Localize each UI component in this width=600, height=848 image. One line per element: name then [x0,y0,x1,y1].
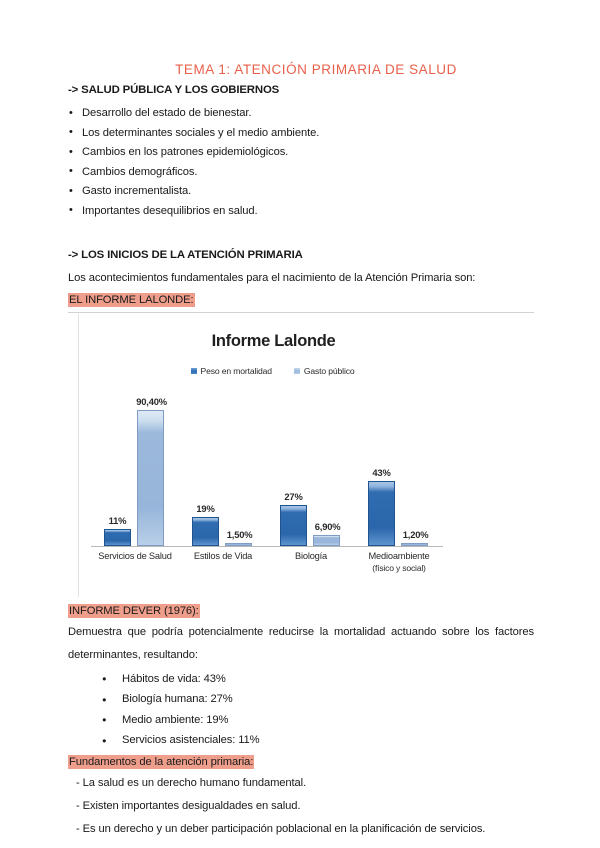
bar-fill [401,543,428,546]
category-text: Biología [295,550,327,561]
section1-bullet-list: Desarrollo del estado de bienestar. Los … [68,104,534,221]
section3-paragraph: Demuestra que podría potencialmente redu… [68,625,534,661]
bar-fill [280,504,307,546]
bar-group-estilos-de-vida: 19% 1,50% [179,410,267,546]
chart-plot-area: Informe Lalonde Peso en mortalidad Gasto… [78,313,450,597]
list-item: Importantes desequilibrios en salud. [68,201,534,222]
bar-gasto-biologia: 6,90% [313,521,341,546]
category-label-biologia: Biología [267,550,355,575]
highlight-fundamentos-atencion-primaria: Fundamentos de la atención primaria: [68,754,255,769]
category-label-estilos-de-vida: Estilos de Vida [179,550,267,575]
chart-informe-lalonde: Informe Lalonde Peso en mortalidad Gasto… [68,311,534,600]
dash-item-participacion: - Es un derecho y un deber participación… [76,822,486,835]
legend-item-gasto-publico: Gasto público [293,365,355,376]
bar-gasto-servicios-de-salud: 90,40% [136,396,167,546]
section2-intro-text: Los acontecimientos fundamentales para e… [68,272,476,284]
bar-gasto-estilos-de-vida: 1,50% [225,529,253,546]
highlight-fundamentos-line: Fundamentos de la atención primaria: [68,751,534,772]
chart-category-axis: Servicios de Salud Estilos de Vida Biolo… [91,550,443,575]
dash-item-desigualdades: - Existen importantes desigualdades en s… [76,799,301,812]
list-item: Gasto incrementalista. [68,182,534,202]
category-label-medioambiente: Medioambiente (físico y social) [355,550,443,575]
bar-mortalidad-medioambiente: 43% [368,467,395,546]
category-sublabel: (físico y social) [372,563,426,573]
legend-item-peso-en-mortalidad: Peso en mortalidad [190,365,273,376]
bar-value-label: 43% [372,466,391,478]
bar-mortalidad-biologia: 27% [280,491,307,546]
bar-value-label: 6,90% [314,521,341,532]
chart-baseline [91,545,443,547]
section-heading-inicios-atencion-primaria: -> LOS INICIOS DE LA ATENCIÓN PRIMARIA [68,249,303,261]
list-item: Hábitos de vida: 43% [102,668,534,690]
bar-fill [225,542,252,546]
bar-value-label: 11% [108,514,127,526]
category-text: Estilos de Vida [193,550,253,561]
category-label-servicios-de-salud: Servicios de Salud [91,550,179,575]
bar-fill [104,528,131,546]
bar-fill [313,535,340,546]
chart-legend: Peso en mortalidad Gasto público [79,366,450,376]
bar-mortalidad-servicios-de-salud: 11% [104,515,131,546]
chart-bar-groups: 11% 90,40% 19% [91,396,443,546]
chart-title: Informe Lalonde [211,331,336,350]
legend-label: Gasto público [303,365,355,376]
legend-swatch-icon [190,367,197,374]
bar-group-servicios-de-salud: 11% 90,40% [91,396,179,546]
bar-fill [192,516,219,546]
highlight-informe-dever-line: INFORME DEVER (1976): [68,600,534,621]
bar-fill [137,409,164,546]
list-item: Servicios asistenciales: 11% [102,730,534,751]
bar-value-label: 27% [284,490,303,502]
list-item: Cambios demográficos. [68,162,534,183]
legend-label: Peso en mortalidad [200,365,273,376]
dash-item-derecho-humano: - La salud es un derecho humano fundamen… [76,776,307,789]
chart-bars: 11% 90,40% 19% [91,396,443,546]
page-title: TEMA 1: ATENCIÓN PRIMARIA DE SALUD [175,62,457,77]
highlight-informe-dever: INFORME DEVER (1976): [68,603,200,618]
list-item: Medio ambiente: 19% [102,709,534,731]
bar-gasto-medioambiente: 1,20% [401,529,429,546]
document-content: TEMA 1: ATENCIÓN PRIMARIA DE SALUD -> SA… [68,62,534,841]
bar-group-medioambiente: 43% 1,20% [355,410,443,546]
category-text: Medioambiente [368,550,430,561]
bar-value-label: 1,20% [402,529,429,540]
highlight-informe-lalonde: EL INFORME LALONDE: [68,292,195,307]
section3-bullet-list: Hábitos de vida: 43% Biología humana: 27… [68,668,534,751]
list-item: Desarrollo del estado de bienestar. [68,104,534,124]
list-item: Biología humana: 27% [102,689,534,710]
bar-value-label: 19% [196,502,215,514]
bar-fill [368,480,395,546]
bar-mortalidad-estilos-de-vida: 19% [192,503,219,546]
legend-swatch-icon [293,367,300,374]
list-item: Los determinantes sociales y el medio am… [68,123,534,144]
bar-value-label: 1,50% [226,528,253,540]
bar-group-biologia: 27% 6,90% [267,410,355,546]
highlight-informe-lalonde-line: EL INFORME LALONDE: [68,289,534,310]
category-text: Servicios de Salud [98,550,172,561]
section-heading-salud-publica: -> SALUD PÚBLICA Y LOS GOBIERNOS [68,84,280,96]
list-item: Cambios en los patrones epidemiológicos. [68,143,534,163]
bar-value-label: 90,40% [136,395,167,407]
